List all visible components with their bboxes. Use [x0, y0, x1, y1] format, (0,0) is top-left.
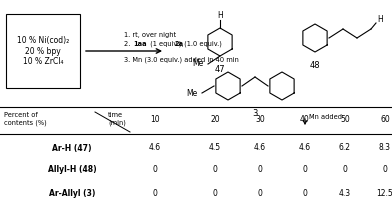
- Text: 1. rt, over night: 1. rt, over night: [124, 32, 176, 38]
- Text: 4.6: 4.6: [149, 144, 161, 152]
- Text: 4.6: 4.6: [254, 144, 266, 152]
- Text: 0: 0: [343, 166, 347, 174]
- Text: H: H: [217, 11, 223, 21]
- Text: 20 % bpy: 20 % bpy: [25, 46, 61, 56]
- Text: (min): (min): [108, 120, 126, 127]
- Text: 0: 0: [383, 166, 387, 174]
- Text: 2.: 2.: [124, 41, 132, 47]
- Text: 0: 0: [152, 188, 158, 198]
- Text: 30: 30: [255, 116, 265, 124]
- Text: Ar-H (47): Ar-H (47): [52, 144, 92, 152]
- Text: 0: 0: [212, 188, 218, 198]
- Text: 47: 47: [215, 66, 225, 74]
- Text: H: H: [377, 14, 383, 24]
- Text: Mn added: Mn added: [309, 114, 342, 120]
- Text: (1.0 equiv.): (1.0 equiv.): [182, 41, 222, 47]
- Text: 10 % Ni(cod)₂: 10 % Ni(cod)₂: [17, 35, 69, 45]
- Text: 0: 0: [212, 166, 218, 174]
- Text: 0: 0: [303, 188, 307, 198]
- Text: 48: 48: [310, 61, 320, 71]
- Text: 0: 0: [258, 188, 262, 198]
- Text: 6.2: 6.2: [339, 144, 351, 152]
- Text: Me: Me: [186, 88, 198, 98]
- Text: 20: 20: [210, 116, 220, 124]
- Text: 3. Mn (3.0 equiv.) added in 40 min: 3. Mn (3.0 equiv.) added in 40 min: [124, 57, 239, 63]
- Text: 3: 3: [252, 110, 258, 119]
- Text: 4.6: 4.6: [299, 144, 311, 152]
- Text: 50: 50: [340, 116, 350, 124]
- Text: 2a: 2a: [175, 41, 184, 47]
- Text: 1aa: 1aa: [133, 41, 147, 47]
- Text: Me: Me: [192, 60, 203, 68]
- Text: 0: 0: [303, 166, 307, 174]
- Text: Ar-Allyl (3): Ar-Allyl (3): [49, 188, 95, 198]
- Text: 60: 60: [380, 116, 390, 124]
- Text: 0: 0: [258, 166, 262, 174]
- Text: 4.3: 4.3: [339, 188, 351, 198]
- Text: (1 equiv.),: (1 equiv.),: [148, 41, 186, 47]
- Text: 4.5: 4.5: [209, 144, 221, 152]
- Text: 8.3: 8.3: [379, 144, 391, 152]
- Text: 10: 10: [150, 116, 160, 124]
- Text: contents (%): contents (%): [4, 120, 47, 127]
- Text: Percent of: Percent of: [4, 112, 38, 118]
- Text: time: time: [108, 112, 123, 118]
- Text: Allyl-H (48): Allyl-H (48): [48, 166, 96, 174]
- Text: 10 % ZrCl₄: 10 % ZrCl₄: [23, 57, 63, 67]
- Text: 0: 0: [152, 166, 158, 174]
- Text: 12.5: 12.5: [377, 188, 392, 198]
- Text: 40: 40: [300, 116, 310, 124]
